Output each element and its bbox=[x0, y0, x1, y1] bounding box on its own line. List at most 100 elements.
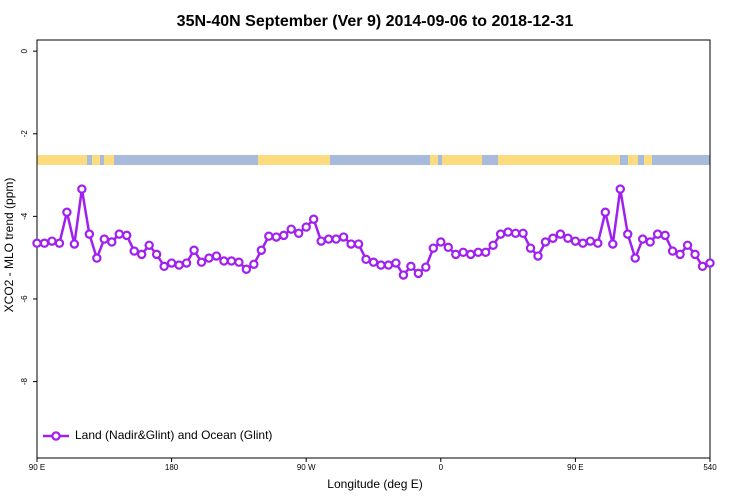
legend-label: Land (Nadir&Glint) and Ocean (Glint) bbox=[75, 428, 272, 442]
data-point bbox=[279, 230, 289, 241]
data-point bbox=[540, 237, 551, 247]
data-point bbox=[480, 247, 491, 258]
data-point bbox=[264, 231, 274, 241]
data-point bbox=[32, 238, 42, 248]
data-point bbox=[652, 229, 663, 239]
data-point bbox=[413, 268, 424, 279]
data-point bbox=[383, 260, 394, 270]
data-point bbox=[196, 257, 207, 267]
land-band bbox=[498, 155, 620, 165]
data-point bbox=[241, 264, 252, 274]
y-tick-label: -2 bbox=[20, 130, 29, 138]
data-point bbox=[406, 261, 416, 272]
data-point bbox=[166, 258, 177, 268]
x-tick-label: 540 bbox=[703, 463, 717, 472]
data-point bbox=[174, 260, 184, 270]
land-band bbox=[442, 155, 482, 165]
data-point bbox=[271, 232, 281, 242]
data-point bbox=[77, 184, 87, 194]
x-tick-label: 90 E bbox=[567, 463, 583, 472]
data-point bbox=[518, 228, 528, 239]
data-point bbox=[226, 256, 237, 266]
land-band bbox=[258, 155, 330, 165]
y-axis-label: XCO2 - MLO trend (ppm) bbox=[2, 178, 16, 313]
data-point bbox=[503, 227, 513, 237]
data-point bbox=[331, 234, 341, 244]
data-point bbox=[533, 251, 543, 261]
data-point bbox=[443, 242, 453, 253]
data-point bbox=[323, 234, 334, 244]
data-point bbox=[338, 232, 349, 242]
data-point bbox=[563, 233, 573, 243]
land-ocean-strip bbox=[37, 155, 710, 165]
data-point bbox=[391, 258, 401, 268]
data-point bbox=[608, 239, 618, 249]
data-point bbox=[256, 245, 267, 255]
data-point bbox=[308, 214, 319, 224]
y-tick-label: -6 bbox=[20, 295, 29, 303]
data-point bbox=[436, 237, 446, 247]
data-point bbox=[136, 249, 147, 260]
data-point bbox=[294, 228, 304, 239]
data-point bbox=[638, 234, 648, 244]
data-point bbox=[510, 228, 521, 239]
land-band bbox=[37, 155, 87, 165]
data-point bbox=[219, 256, 229, 266]
land-band bbox=[104, 155, 114, 165]
data-point bbox=[623, 229, 633, 239]
data-point bbox=[682, 240, 693, 250]
y-tick-label: 0 bbox=[20, 48, 29, 53]
data-point bbox=[62, 207, 72, 217]
x-tick-label: 90 E bbox=[29, 463, 45, 472]
data-point bbox=[286, 224, 296, 234]
data-point bbox=[47, 236, 57, 246]
x-axis-label: Longitude (deg E) bbox=[327, 477, 422, 491]
data-point bbox=[107, 237, 117, 247]
data-point bbox=[54, 238, 65, 248]
data-point bbox=[398, 270, 409, 280]
data-point bbox=[555, 229, 566, 239]
data-point bbox=[548, 233, 558, 243]
data-point bbox=[316, 236, 326, 246]
plot-frame bbox=[36, 39, 711, 459]
data-point bbox=[114, 229, 124, 239]
data-point bbox=[144, 240, 154, 250]
data-point bbox=[376, 260, 386, 270]
land-band bbox=[430, 155, 438, 165]
x-tick-label: 90 W bbox=[297, 463, 316, 472]
data-point bbox=[697, 261, 708, 272]
data-point bbox=[151, 249, 162, 260]
data-point bbox=[525, 243, 536, 253]
data-point bbox=[211, 251, 222, 261]
data-point bbox=[495, 229, 506, 239]
data-point bbox=[630, 253, 640, 263]
data-point bbox=[301, 222, 311, 232]
data-point bbox=[570, 236, 581, 246]
data-point bbox=[249, 259, 259, 269]
data-point bbox=[361, 254, 371, 265]
data-point bbox=[458, 247, 468, 258]
land-band bbox=[92, 155, 100, 165]
x-tick-label: 180 bbox=[165, 463, 179, 472]
data-point bbox=[705, 258, 715, 268]
data-point bbox=[645, 237, 655, 247]
data-point bbox=[353, 239, 364, 249]
data-point bbox=[578, 238, 588, 248]
chart-title: 35N-40N September (Ver 9) 2014-09-06 to … bbox=[177, 13, 574, 30]
data-point bbox=[667, 246, 678, 256]
data-point bbox=[204, 253, 214, 263]
data-point bbox=[466, 249, 476, 260]
y-tick-label: -8 bbox=[20, 377, 29, 385]
data-point bbox=[675, 249, 685, 260]
data-point bbox=[99, 234, 110, 244]
data-point bbox=[660, 230, 670, 241]
data-point bbox=[84, 229, 95, 239]
data-point bbox=[585, 236, 596, 246]
data-point bbox=[234, 257, 244, 267]
land-band bbox=[628, 155, 638, 165]
data-point bbox=[600, 207, 611, 217]
data-point bbox=[428, 243, 439, 253]
data-point bbox=[421, 262, 431, 272]
legend-marker bbox=[51, 431, 61, 441]
